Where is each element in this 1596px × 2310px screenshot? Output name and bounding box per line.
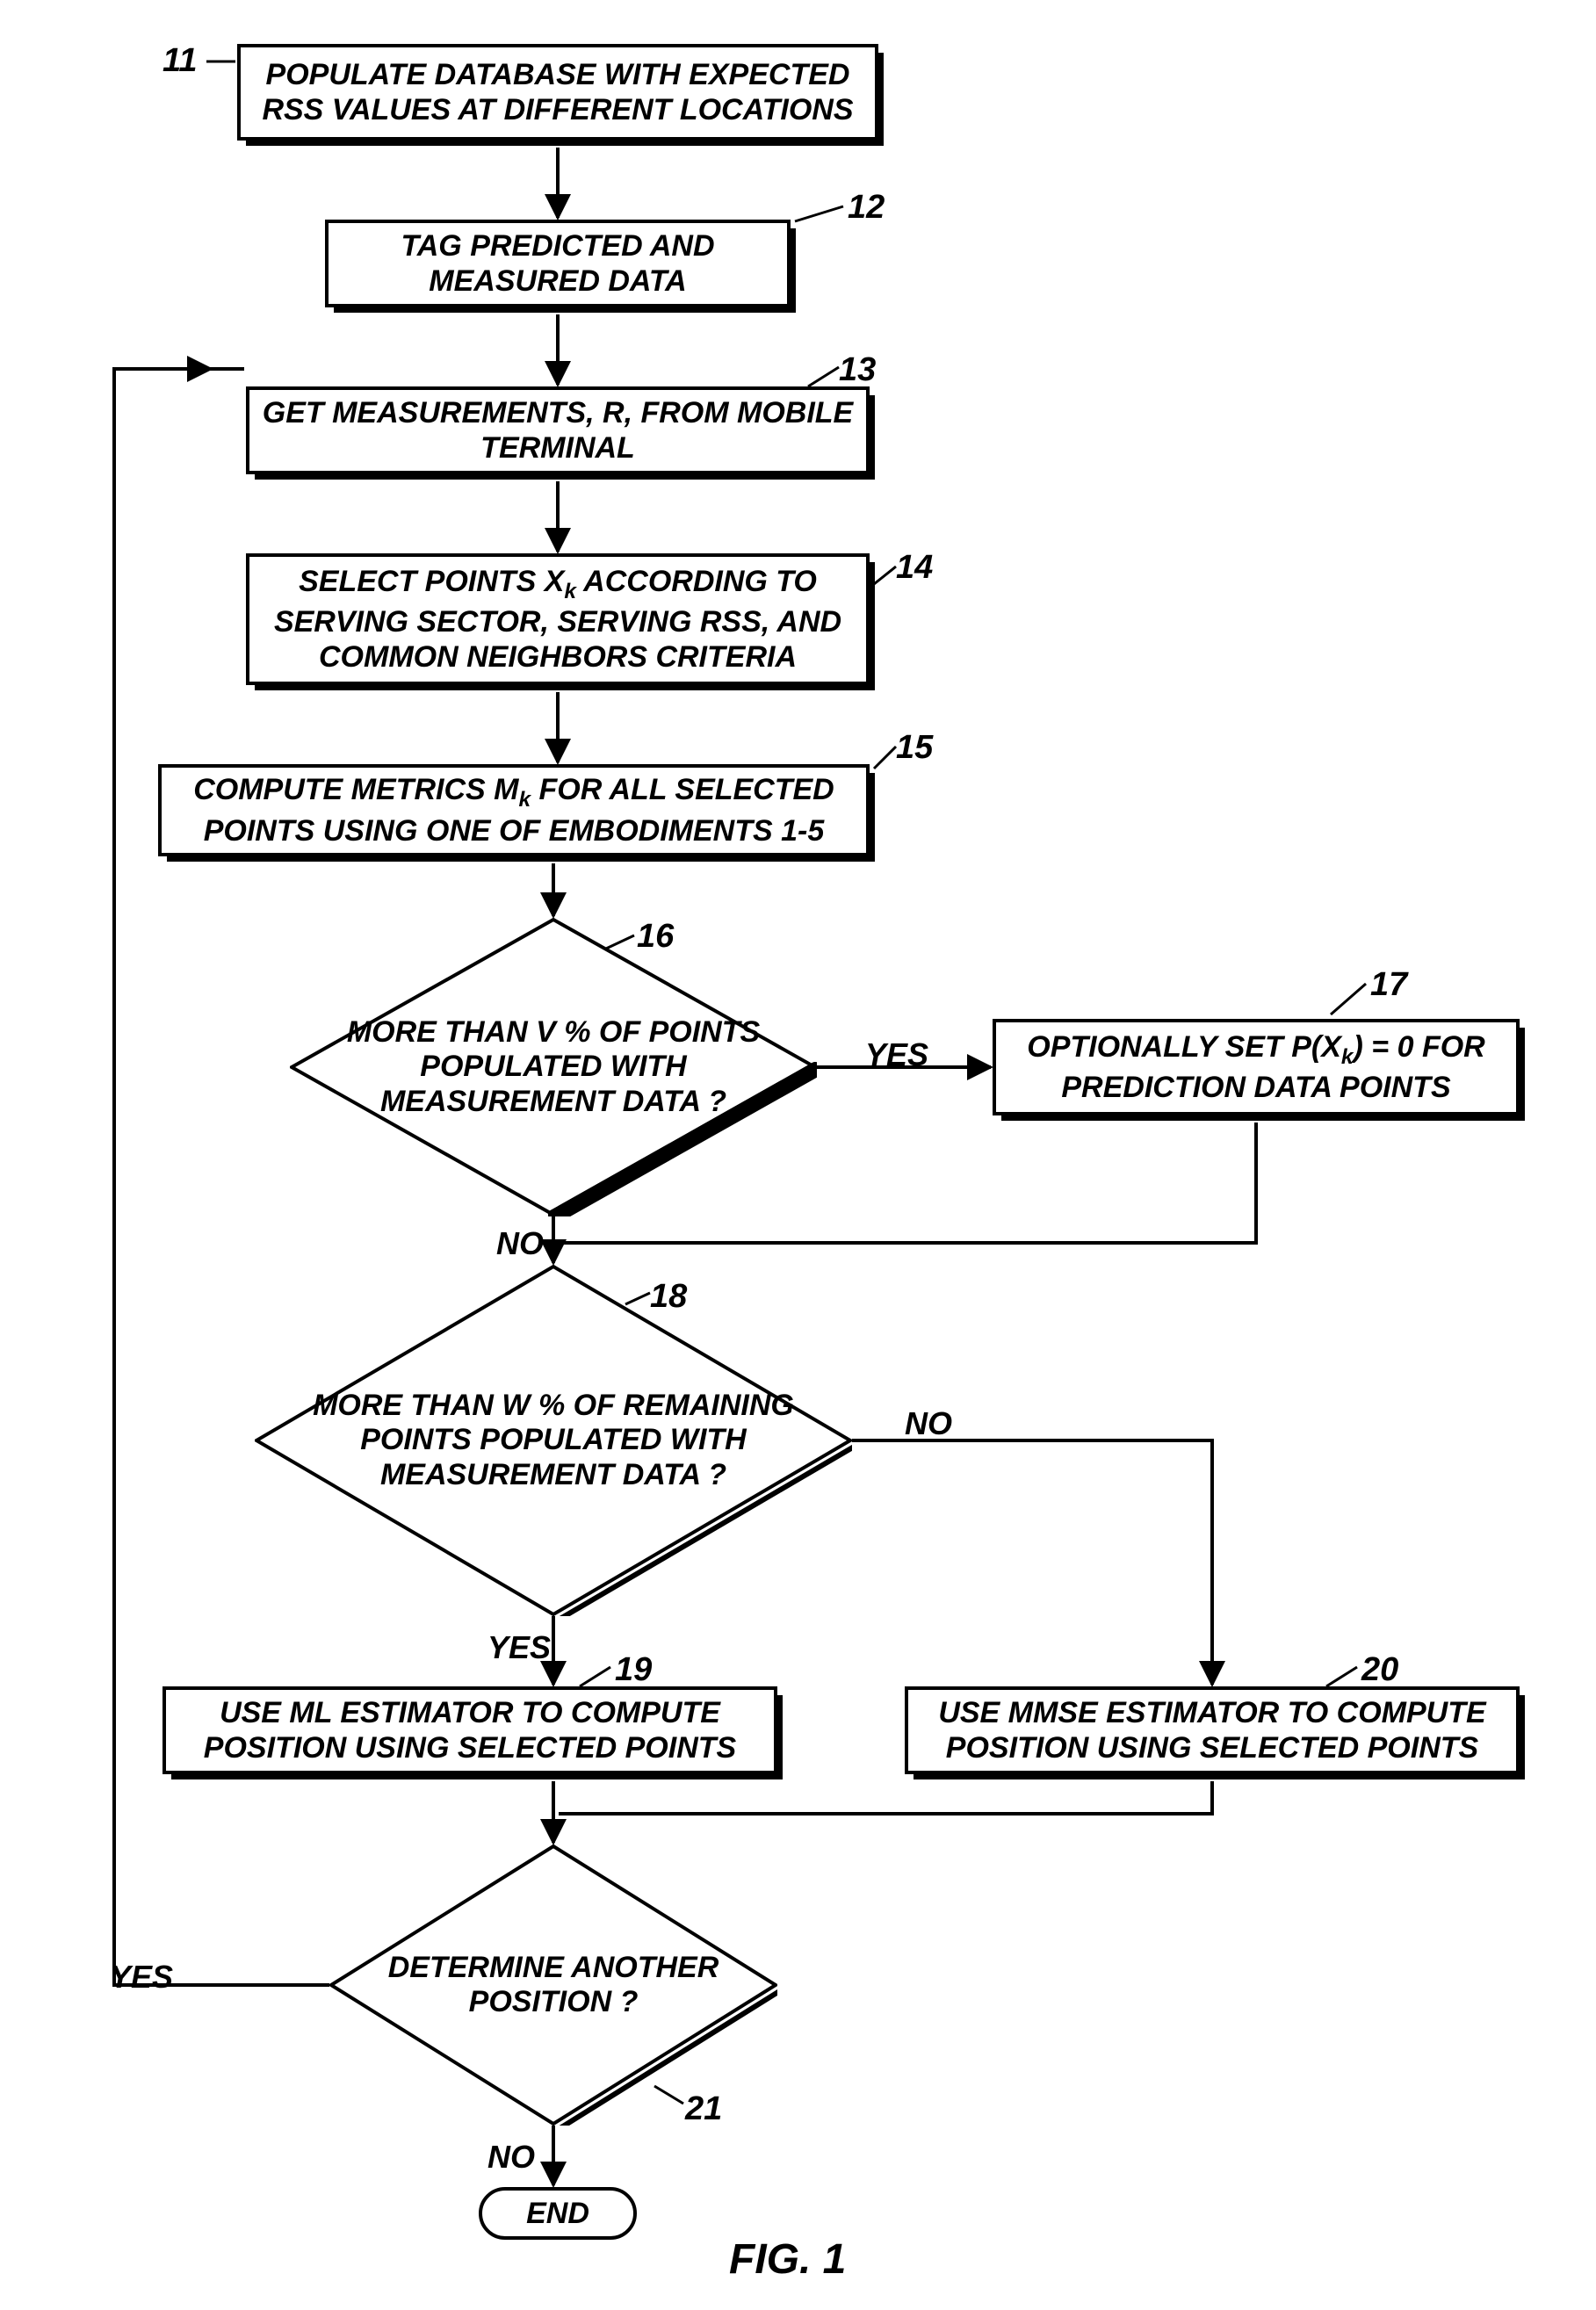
label-no: NO <box>905 1405 952 1442</box>
step-text: GET MEASUREMENTS, R, FROM MOBILE TERMINA… <box>262 395 854 466</box>
step-text: COMPUTE METRICS Mk FOR ALL SELECTED POIN… <box>193 772 834 848</box>
ref-20: 20 <box>1361 1651 1398 1689</box>
label-no: NO <box>496 1225 544 1262</box>
ref-18: 18 <box>650 1278 687 1316</box>
step-text: OPTIONALLY SET P(Xk) = 0 FOR PREDICTION … <box>1027 1029 1484 1106</box>
step-select-points: SELECT POINTS Xk ACCORDING TO SERVING SE… <box>246 553 870 685</box>
label-yes: YES <box>487 1629 551 1666</box>
step-text: TAG PREDICTED AND MEASURED DATA <box>341 228 775 299</box>
ref-11: 11 <box>162 42 197 80</box>
step-text: USE ML ESTIMATOR TO COMPUTE POSITION USI… <box>178 1695 762 1765</box>
step-text: SELECT POINTS Xk ACCORDING TO SERVING SE… <box>262 564 854 675</box>
step-text: POPULATE DATABASE WITH EXPECTED RSS VALU… <box>253 57 863 127</box>
step-ml-estimator: USE ML ESTIMATOR TO COMPUTE POSITION USI… <box>162 1686 777 1774</box>
label-yes: YES <box>865 1036 928 1073</box>
decision-another-position: DETERMINE ANOTHER POSITION ? <box>329 1844 777 2126</box>
ref-16: 16 <box>637 918 674 956</box>
ref-17: 17 <box>1370 966 1407 1004</box>
step-set-pxk-zero: OPTIONALLY SET P(Xk) = 0 FOR PREDICTION … <box>993 1019 1520 1115</box>
figure-caption: FIG. 1 <box>729 2235 846 2284</box>
step-populate-database: POPULATE DATABASE WITH EXPECTED RSS VALU… <box>237 44 878 141</box>
ref-14: 14 <box>896 549 933 587</box>
ref-21: 21 <box>685 2090 722 2128</box>
decision-v-percent: MORE THAN V % OF POINTS POPULATED WITH M… <box>290 918 817 1216</box>
flowchart-stage: POPULATE DATABASE WITH EXPECTED RSS VALU… <box>0 0 1596 2310</box>
decision-text: MORE THAN W % OF REMAINING POINTS POPULA… <box>299 1389 808 1491</box>
label-no: NO <box>487 2139 535 2176</box>
ref-12: 12 <box>848 189 885 227</box>
ref-19: 19 <box>615 1651 652 1689</box>
decision-w-percent: MORE THAN W % OF REMAINING POINTS POPULA… <box>255 1265 852 1616</box>
terminator-end: END <box>479 2187 637 2240</box>
step-get-measurements: GET MEASUREMENTS, R, FROM MOBILE TERMINA… <box>246 386 870 474</box>
label-yes: YES <box>110 1959 173 1996</box>
step-mmse-estimator: USE MMSE ESTIMATOR TO COMPUTE POSITION U… <box>905 1686 1520 1774</box>
decision-text: MORE THAN V % OF POINTS POPULATED WITH M… <box>334 1015 773 1118</box>
ref-13: 13 <box>839 351 876 389</box>
ref-15: 15 <box>896 729 933 767</box>
step-compute-metrics: COMPUTE METRICS Mk FOR ALL SELECTED POIN… <box>158 764 870 856</box>
end-text: END <box>526 2197 589 2231</box>
decision-text: DETERMINE ANOTHER POSITION ? <box>373 1951 733 2019</box>
step-text: USE MMSE ESTIMATOR TO COMPUTE POSITION U… <box>921 1695 1504 1765</box>
step-tag-data: TAG PREDICTED AND MEASURED DATA <box>325 220 791 307</box>
